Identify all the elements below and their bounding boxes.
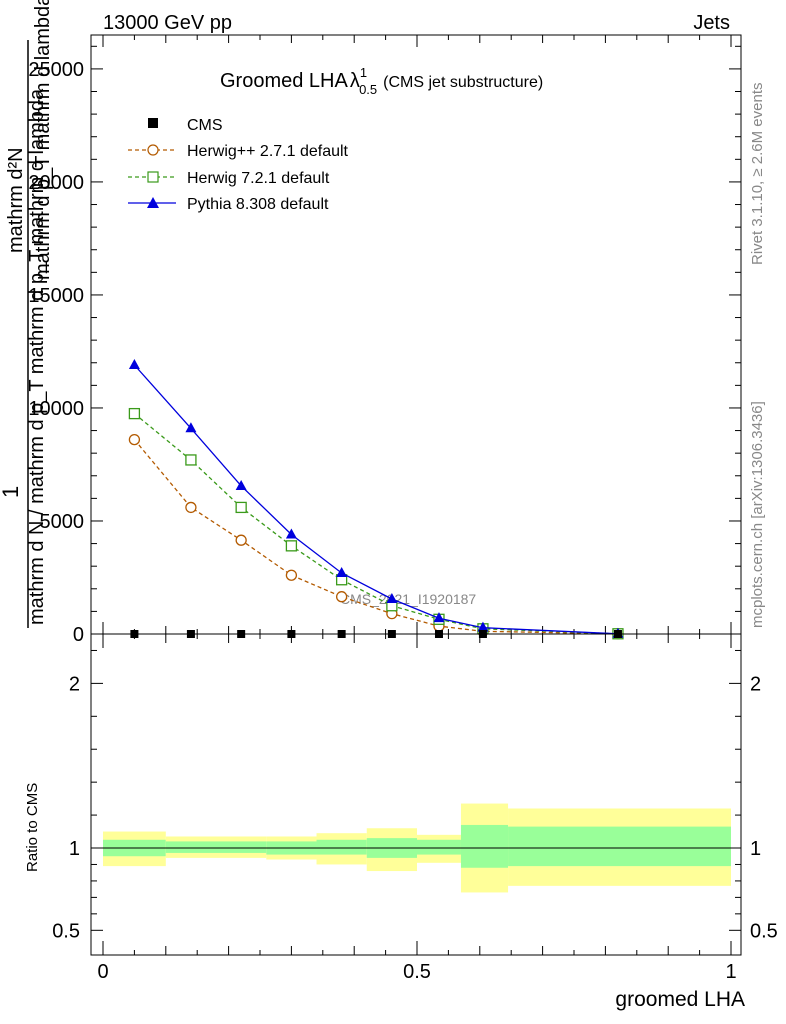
data-point-herwig7 — [128, 407, 141, 420]
series-line-herwigpp — [133, 439, 619, 635]
legend-item-herwig7: Herwig 7.2.1 default — [128, 170, 330, 187]
ratio-band-inner — [316, 839, 367, 855]
data-point-herwig7 — [285, 540, 298, 552]
data-point-herwigpp — [185, 501, 197, 514]
data-point-pythia — [185, 422, 197, 433]
data-point-pythia — [336, 566, 348, 577]
main-plot-title-symbol: λ — [350, 70, 360, 92]
data-point-herwigpp — [235, 534, 247, 546]
main-y-tick-label: 0 — [73, 624, 84, 646]
legend-marker-cms — [148, 118, 158, 128]
ratio-y-tick-label-right: 2 — [750, 673, 761, 695]
legend-item-pythia: Pythia 8.308 default — [128, 196, 329, 213]
main-y-tick-label: 5000 — [40, 511, 85, 533]
legend-label-herwigpp: Herwig++ 2.7.1 default — [187, 143, 349, 160]
ratio-y-tick-label: 2 — [69, 673, 80, 695]
ratio-y-tick-label: 0.5 — [52, 920, 80, 942]
main-plot-title-text: Groomed LHA — [220, 70, 348, 92]
legend: CMS Herwig++ 2.7.1 default Herwig 7.2.1 … — [128, 117, 349, 213]
ratio-band-inner — [508, 826, 731, 867]
main-ylabel-numerator: mathrm d²N — [5, 147, 27, 253]
data-point-pythia — [235, 479, 247, 490]
main-plot-title-note: (CMS jet substructure) — [383, 74, 543, 91]
ratio-y-tick-label-right: 1 — [750, 838, 761, 860]
legend-marker-herwigpp — [147, 144, 159, 156]
legend-label-pythia: Pythia 8.308 default — [187, 196, 329, 213]
rivet-label: Rivet 3.1.10, ≥ 2.6M events — [749, 83, 766, 266]
ratio-y-tick-label-right: 0.5 — [750, 920, 778, 942]
legend-label-cms: CMS — [187, 117, 223, 134]
main-series-group — [128, 359, 624, 640]
x-tick-label: 1 — [725, 961, 736, 983]
header-left-label: 13000 GeV pp — [103, 12, 232, 34]
ratio-band-inner — [165, 841, 267, 853]
main-plot-title: Groomed LHA λ1 0.5 (CMS jet substructure) — [220, 65, 543, 97]
analysis-watermark: CMS_2021_I1920187 — [340, 591, 476, 607]
data-point-pythia — [433, 612, 445, 623]
main-ylabel-top: 1 — [0, 486, 23, 498]
ratio-plot-panel: 0.5 0.51 12 2 0 0.5 1 Ratio to CMS groomed LH… — [24, 633, 778, 1011]
ratio-y-tick-labels: 0.5 0.5 1 1 2 2 — [52, 673, 778, 942]
legend-item-herwigpp: Herwig++ 2.7.1 default — [128, 143, 349, 160]
ratio-plot-frame — [90, 633, 742, 956]
main-plot-title-superscript: 1 — [360, 65, 367, 80]
main-y-tick-labels: 0 5000 10000 15000 20000 25000 — [28, 59, 84, 646]
main-plot-title-subscript: 0.5 — [359, 82, 377, 97]
header-right-label: Jets — [693, 12, 730, 34]
data-point-herwig7 — [235, 501, 247, 514]
ratio-band-inner — [460, 824, 509, 868]
main-y-tick-label: 20000 — [28, 172, 84, 194]
ratio-ylabel: Ratio to CMS — [24, 783, 41, 872]
legend-marker-pythia — [147, 197, 159, 208]
ratio-bands — [103, 803, 731, 893]
ratio-band-inner — [417, 839, 461, 855]
data-point-pythia — [386, 592, 398, 603]
data-point-pythia — [285, 528, 297, 539]
main-y-tick-label: 25000 — [28, 59, 84, 81]
ratio-x-tick-labels: 0 0.5 1 — [97, 961, 736, 983]
ratio-axis-ticks — [91, 634, 741, 955]
data-point-herwig7 — [185, 454, 197, 466]
x-tick-label: 0 — [97, 961, 108, 983]
mcplots-label: mcplots.cern.ch [arXiv:1306.3436] — [749, 401, 766, 628]
x-axis-label: groomed LHA — [615, 988, 745, 1011]
main-ylabel-overlap: mathrm d N / mathrm d p_T mathrm d p_T m… — [26, 88, 48, 625]
data-point-herwigpp — [128, 433, 141, 446]
data-point-pythia — [128, 359, 140, 370]
legend-item-cms: CMS — [148, 117, 223, 134]
legend-label-herwig7: Herwig 7.2.1 default — [187, 170, 330, 187]
ratio-y-tick-label: 1 — [69, 838, 80, 860]
main-y-tick-label: 10000 — [28, 398, 84, 420]
x-tick-label: 0.5 — [403, 961, 431, 983]
main-ylabel-denominator: mathrm d p_T mathrm d lambda — [32, 0, 54, 280]
data-point-herwigpp — [285, 569, 298, 581]
legend-marker-herwig7 — [147, 171, 159, 183]
main-y-tick-label: 15000 — [28, 285, 84, 307]
data-point-pythia — [477, 621, 489, 632]
data-point-herwigpp — [335, 591, 348, 603]
